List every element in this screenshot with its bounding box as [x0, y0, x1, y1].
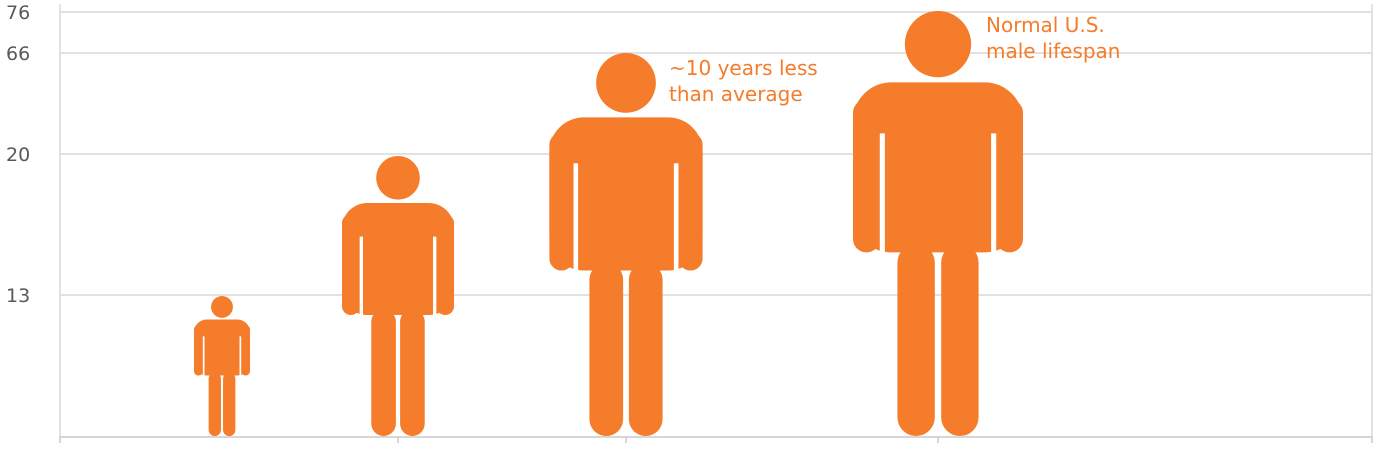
figure-right-arm-gap-0 [239, 336, 242, 376]
figure-left-leg-3 [897, 243, 935, 436]
figure-left-arm-1 [342, 214, 360, 316]
figure-right-arm-0 [241, 325, 250, 376]
figure-right-arm-gap-1 [433, 236, 437, 316]
figure-torso-3 [853, 82, 1023, 253]
figure-head-1 [376, 156, 420, 200]
figure-mark-3 [853, 11, 1023, 436]
figure-right-arm-gap-2 [673, 163, 679, 271]
figure-right-arm-1 [436, 214, 454, 316]
figure-left-arm-gap-2 [573, 163, 579, 271]
figure-head-0 [211, 296, 233, 318]
annotation-layer: ~10 years less than average Normal U.S. mal… [669, 13, 1120, 106]
figure-head-3 [904, 11, 972, 78]
y-tick-label-76: 76 [6, 2, 30, 24]
figure-head-2 [596, 53, 656, 113]
figure-right-leg-2 [628, 262, 663, 436]
axis-layer: 13 20 66 76 [6, 2, 1373, 443]
figure-torso-0 [194, 319, 250, 376]
figure-torso-2 [549, 117, 703, 271]
figure-right-arm-2 [678, 132, 703, 271]
figure-left-arm-2 [549, 132, 574, 271]
figure-torso-1 [342, 203, 454, 316]
figure-left-arm-3 [853, 99, 880, 253]
figures-layer [194, 11, 1023, 436]
figure-left-arm-gap-1 [359, 236, 363, 316]
figure-left-leg-0 [208, 372, 221, 436]
y-tick-label-66: 66 [6, 43, 30, 65]
figure-annotation-3: Normal U.S. male lifespan [986, 13, 1120, 63]
figure-left-leg-1 [371, 309, 396, 436]
y-tick-label-20: 20 [6, 144, 30, 166]
figure-right-leg-0 [223, 372, 236, 436]
figure-annotation-2: ~10 years less than average [669, 56, 818, 106]
figure-right-arm-3 [996, 99, 1023, 253]
figure-mark-1 [342, 156, 454, 436]
figure-mark-0 [194, 296, 250, 436]
figure-left-leg-2 [589, 262, 624, 436]
figure-left-arm-gap-3 [879, 133, 885, 253]
figure-right-leg-1 [400, 309, 425, 436]
figure-mark-2 [549, 53, 703, 436]
figure-left-arm-gap-0 [202, 336, 205, 376]
figure-right-arm-gap-3 [991, 133, 997, 253]
grid-layer [60, 11, 1372, 296]
y-tick-label-13: 13 [6, 285, 30, 307]
figure-right-leg-3 [941, 243, 979, 436]
figure-left-arm-0 [194, 325, 203, 376]
